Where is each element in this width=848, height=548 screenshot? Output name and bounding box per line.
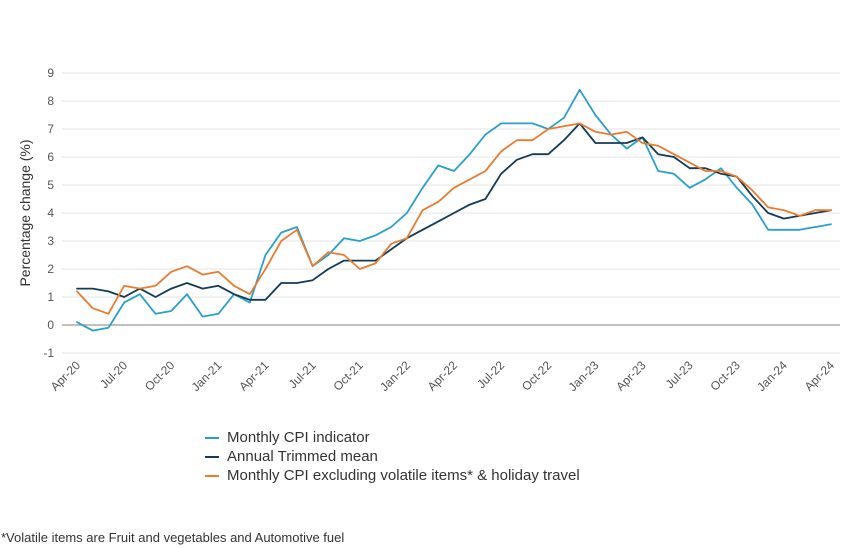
y-tick-label: 6 — [47, 150, 54, 164]
series-line-1 — [76, 122, 832, 301]
legend-item-trimmed-mean[interactable]: Annual Trimmed mean — [205, 447, 580, 466]
x-tick-label: Oct-23 — [708, 358, 744, 394]
y-axis: -1 0 1 2 3 4 5 6 7 8 9 — [43, 66, 54, 360]
legend-swatch-trimmed-mean — [205, 455, 219, 458]
legend-label-trimmed-mean: Annual Trimmed mean — [227, 448, 378, 465]
x-tick-label: Apr-22 — [425, 358, 461, 394]
y-tick-label: 9 — [47, 66, 54, 80]
series-line-0 — [76, 88, 832, 332]
y-tick-label: 3 — [47, 234, 54, 248]
x-tick-label: Apr-20 — [48, 358, 84, 394]
x-tick-label: Jul-22 — [474, 358, 507, 391]
x-tick-label: Oct-20 — [142, 358, 178, 394]
x-tick-label: Oct-21 — [331, 358, 367, 394]
x-tick-label: Apr-23 — [613, 358, 649, 394]
x-tick-label: Oct-22 — [519, 358, 555, 394]
x-tick-label: Jul-23 — [663, 358, 696, 391]
x-tick-label: Jul-21 — [286, 358, 319, 391]
y-tick-label: 2 — [47, 262, 54, 276]
series-lines — [76, 88, 832, 332]
x-tick-label: Apr-21 — [236, 358, 272, 394]
legend-swatch-cpi-excl-volatile — [205, 474, 219, 477]
y-tick-label: 1 — [47, 290, 54, 304]
legend-label-monthly-cpi: Monthly CPI indicator — [227, 429, 370, 446]
y-tick-label: 8 — [47, 94, 54, 108]
legend: Monthly CPI indicator Annual Trimmed mea… — [205, 428, 580, 485]
x-tick-label: Jan-22 — [377, 358, 413, 394]
grid-lines — [62, 72, 840, 354]
y-tick-label: 4 — [47, 206, 54, 220]
series-line-2 — [76, 122, 832, 315]
x-tick-label: Jan-24 — [754, 358, 790, 394]
y-tick-label: 7 — [47, 122, 54, 136]
y-axis-label: Percentage change (%) — [17, 139, 33, 286]
legend-item-cpi-excl-volatile[interactable]: Monthly CPI excluding volatile items* & … — [205, 466, 580, 485]
x-tick-label: Apr-24 — [802, 358, 838, 394]
x-tick-label: Jan-23 — [566, 358, 602, 394]
legend-label-cpi-excl-volatile: Monthly CPI excluding volatile items* & … — [227, 467, 580, 484]
y-tick-label: 5 — [47, 178, 54, 192]
x-tick-label: Jan-21 — [189, 358, 225, 394]
y-tick-label: -1 — [43, 346, 54, 360]
y-tick-label: 0 — [47, 318, 54, 332]
footnote: *Volatile items are Fruit and vegetables… — [1, 530, 345, 545]
legend-swatch-monthly-cpi — [205, 436, 219, 439]
x-tick-label: Jul-20 — [97, 358, 130, 391]
x-axis: Apr-20 Jul-20 Oct-20 Jan-21 Apr-21 Jul-21 Oct-… — [48, 358, 838, 394]
legend-item-monthly-cpi[interactable]: Monthly CPI indicator — [205, 428, 580, 447]
